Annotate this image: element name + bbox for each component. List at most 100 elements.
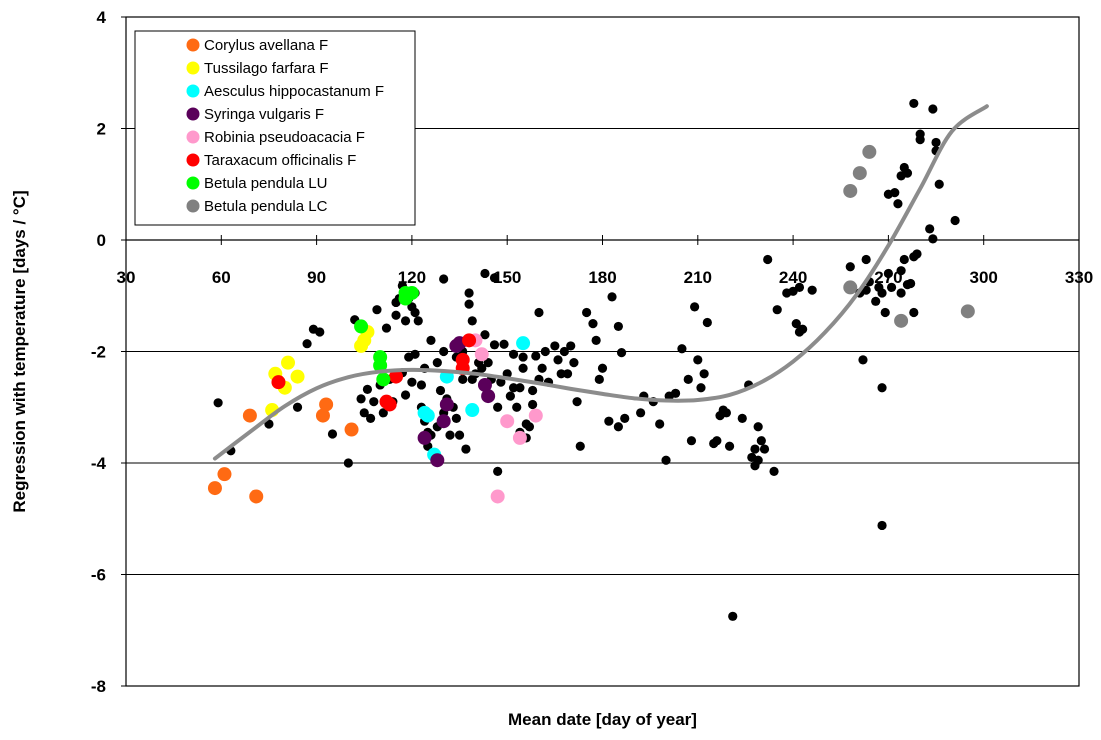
point-unnamed xyxy=(400,390,411,400)
point-unnamed xyxy=(480,330,490,340)
point-unnamed xyxy=(737,413,747,423)
point-unnamed xyxy=(556,369,566,379)
point-unnamed xyxy=(886,282,897,292)
point-unnamed xyxy=(454,430,465,440)
legend-label: Corylus avellana F xyxy=(204,37,328,54)
point-unnamed xyxy=(515,383,525,393)
point-unnamed xyxy=(728,611,738,621)
legend-marker xyxy=(186,107,200,121)
point-unnamed xyxy=(686,436,697,446)
point-unnamed xyxy=(950,215,960,226)
point-unnamed xyxy=(753,455,763,465)
point-unnamed xyxy=(531,351,541,361)
point-unnamed xyxy=(756,436,766,446)
point-unnamed xyxy=(915,129,925,139)
point-robinia-pseudoacacia-f xyxy=(474,347,489,362)
point-unnamed xyxy=(616,348,627,358)
point-unnamed xyxy=(591,335,601,345)
point-unnamed xyxy=(451,413,461,423)
x-tick-label: 300 xyxy=(970,268,998,287)
point-unnamed xyxy=(712,436,722,446)
point-unnamed xyxy=(464,288,474,298)
legend-marker xyxy=(186,199,200,213)
point-unnamed xyxy=(858,355,868,365)
point-unnamed xyxy=(902,168,913,178)
point-unnamed xyxy=(620,413,630,423)
point-unnamed xyxy=(464,299,474,309)
point-unnamed xyxy=(467,316,477,326)
point-betula-pendula-lc xyxy=(862,144,877,159)
point-tussilago-farfara-f xyxy=(290,369,305,384)
point-unnamed xyxy=(702,317,712,328)
point-unnamed xyxy=(366,413,376,423)
point-unnamed xyxy=(439,274,449,284)
point-unnamed xyxy=(359,408,369,418)
point-unnamed xyxy=(931,137,941,148)
point-unnamed xyxy=(407,377,417,387)
point-unnamed xyxy=(432,358,442,368)
point-unnamed xyxy=(292,402,303,412)
legend-marker xyxy=(186,84,200,98)
x-tick-label: 240 xyxy=(779,268,807,287)
point-unnamed xyxy=(798,324,808,334)
point-unnamed xyxy=(928,104,938,114)
point-corylus-avellana-f xyxy=(207,481,222,496)
point-unnamed xyxy=(493,402,503,412)
point-unnamed xyxy=(883,268,894,279)
point-unnamed xyxy=(661,455,671,465)
point-unnamed xyxy=(391,310,401,320)
point-unnamed xyxy=(512,402,522,412)
legend-marker xyxy=(186,61,200,75)
legend-marker xyxy=(186,153,200,167)
point-unnamed xyxy=(572,397,582,407)
point-unnamed xyxy=(356,394,366,404)
point-betula-pendula-lu xyxy=(404,285,419,300)
point-robinia-pseudoacacia-f xyxy=(490,489,505,504)
point-unnamed xyxy=(562,369,573,379)
point-unnamed xyxy=(670,388,681,398)
point-unnamed xyxy=(807,285,817,295)
point-betula-pendula-lc xyxy=(852,166,867,181)
point-betula-pendula-lc xyxy=(843,280,858,295)
point-unnamed xyxy=(896,266,906,276)
point-syringa-vulgaris-f xyxy=(477,377,492,392)
point-unnamed xyxy=(877,520,887,531)
point-unnamed xyxy=(518,352,528,362)
point-syringa-vulgaris-f xyxy=(481,389,496,404)
point-unnamed xyxy=(925,224,935,234)
x-tick-labels: 306090120150180210240270300330 xyxy=(117,268,1094,287)
point-unnamed xyxy=(493,466,503,476)
x-tick-label: 330 xyxy=(1065,268,1093,287)
point-unnamed xyxy=(906,278,916,289)
point-unnamed xyxy=(607,292,617,302)
point-unnamed xyxy=(871,296,881,306)
point-unnamed xyxy=(553,355,563,365)
point-aesculus-hippocastanum-f xyxy=(516,336,531,351)
point-unnamed xyxy=(327,429,338,439)
point-taraxacum-officinalis-f xyxy=(455,352,470,367)
point-unnamed xyxy=(896,288,906,298)
tick-marks xyxy=(121,16,1080,687)
legend-label: Syringa vulgaris F xyxy=(204,106,324,123)
point-unnamed xyxy=(690,302,700,312)
point-unnamed xyxy=(769,466,779,476)
point-robinia-pseudoacacia-f xyxy=(500,414,515,429)
point-syringa-vulgaris-f xyxy=(439,397,454,412)
point-unnamed xyxy=(677,344,687,354)
y-tick-label: 4 xyxy=(97,8,107,27)
point-unnamed xyxy=(499,339,509,349)
point-corylus-avellana-f xyxy=(344,422,359,437)
point-corylus-avellana-f xyxy=(242,408,257,423)
x-axis-title: Mean date [day of year] xyxy=(508,710,697,729)
point-unnamed xyxy=(721,408,731,418)
point-unnamed xyxy=(582,307,592,318)
point-unnamed xyxy=(928,234,938,244)
point-unnamed xyxy=(410,349,420,359)
point-unnamed xyxy=(508,383,519,393)
point-unnamed xyxy=(413,316,423,326)
point-unnamed xyxy=(372,305,382,315)
point-unnamed xyxy=(696,383,706,393)
point-unnamed xyxy=(458,374,468,384)
point-unnamed xyxy=(794,282,805,292)
point-unnamed xyxy=(750,444,760,454)
